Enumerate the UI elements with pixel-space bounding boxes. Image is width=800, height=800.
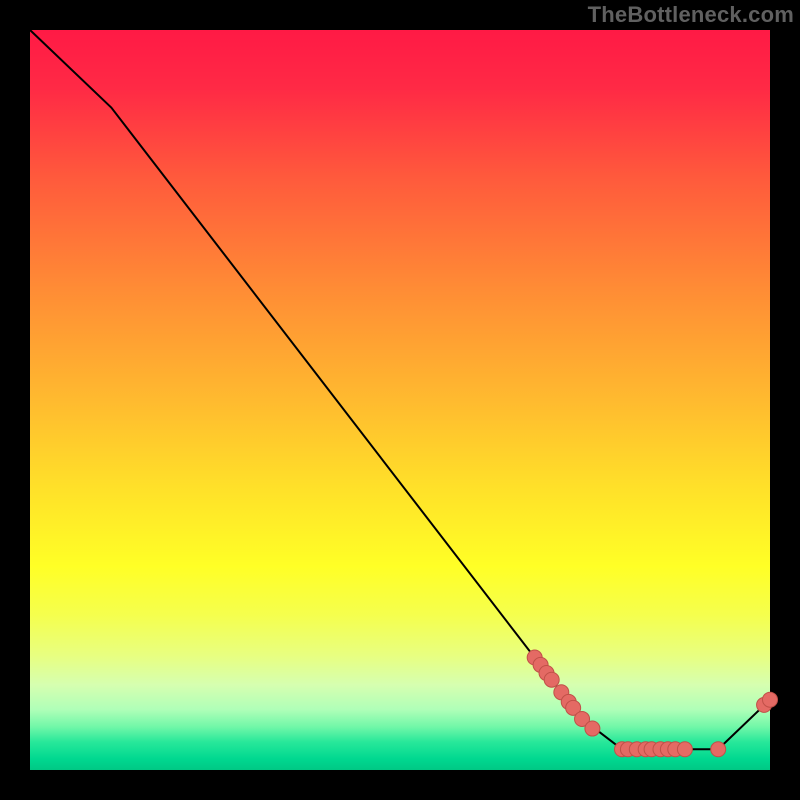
chart-marker bbox=[585, 721, 600, 736]
chart-marker bbox=[763, 692, 778, 707]
chart-plot-bg bbox=[30, 30, 770, 770]
bottleneck-chart bbox=[0, 0, 800, 800]
chart-marker bbox=[544, 672, 559, 687]
chart-marker bbox=[711, 742, 726, 757]
chart-container: { "watermark": { "text": "TheBottleneck.… bbox=[0, 0, 800, 800]
watermark-text: TheBottleneck.com bbox=[588, 2, 794, 28]
chart-marker bbox=[677, 742, 692, 757]
